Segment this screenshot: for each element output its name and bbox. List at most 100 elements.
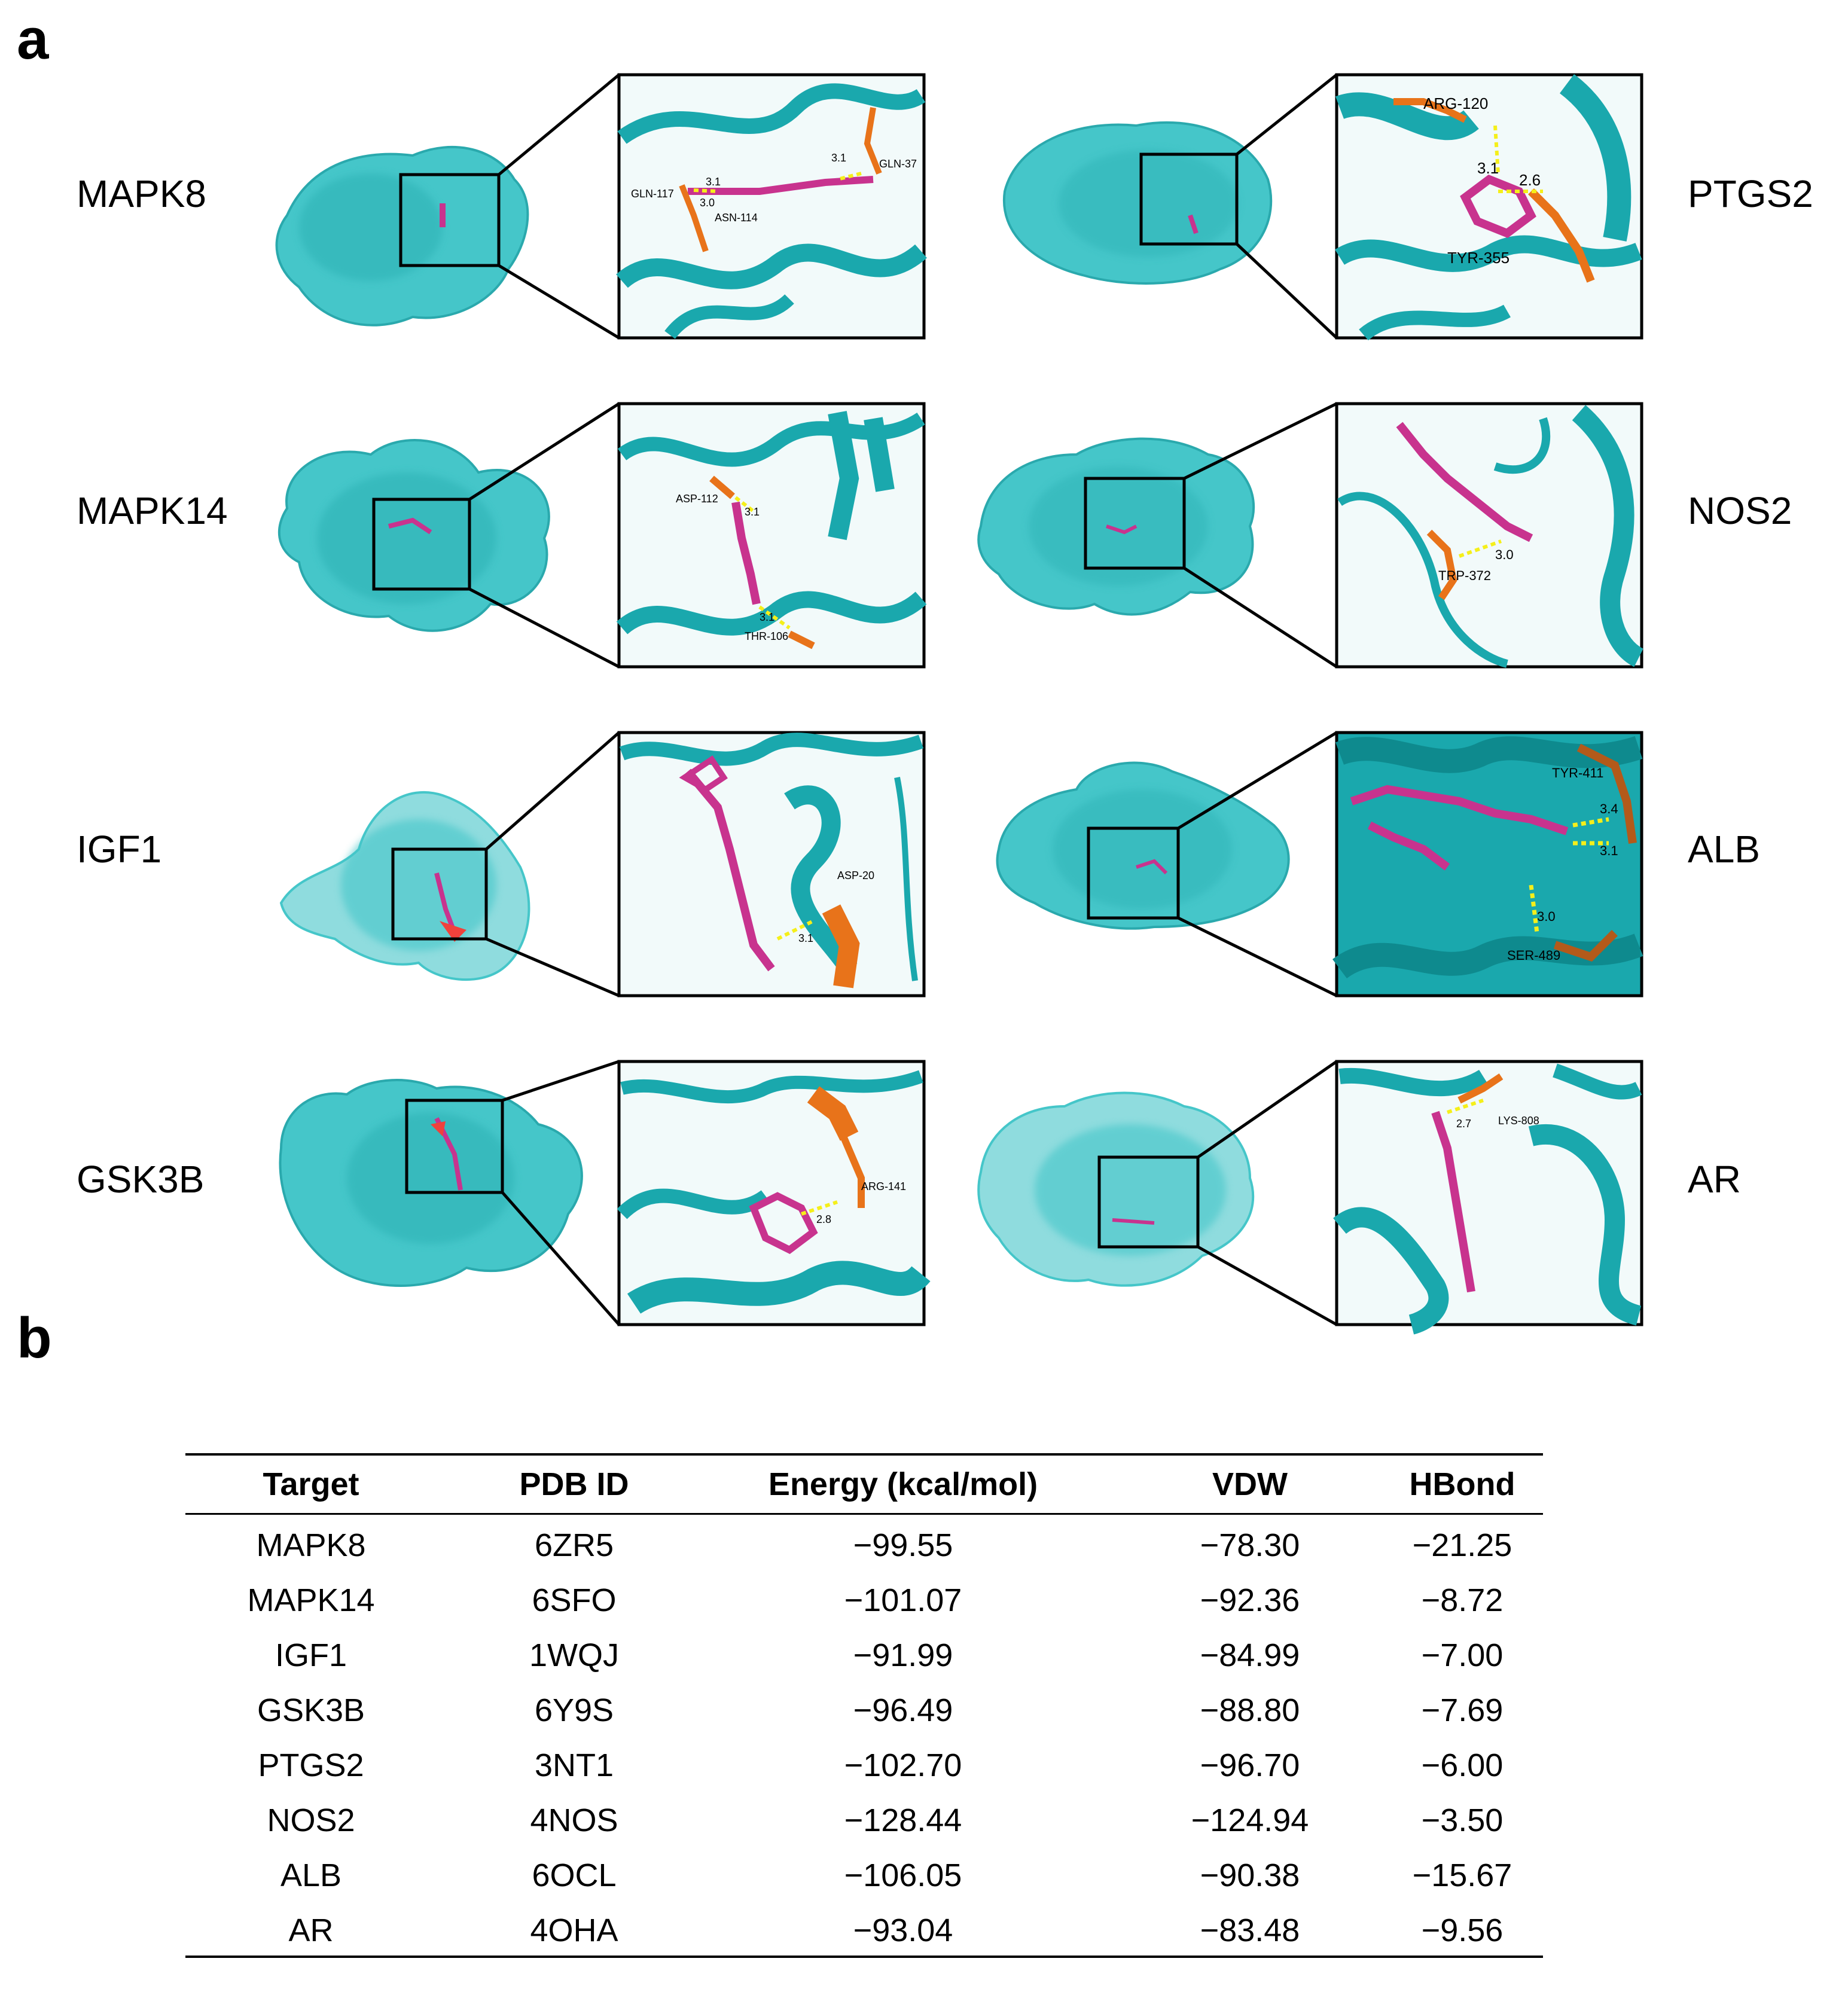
cell-hbond: −3.50 xyxy=(1421,1802,1504,1838)
table-bottom-rule xyxy=(185,1956,1543,1958)
distance-label: 2.8 xyxy=(816,1213,831,1225)
cell-energy: −106.05 xyxy=(844,1857,962,1893)
cell-pdb-id: 4OHA xyxy=(530,1912,618,1948)
residue-label: THR-106 xyxy=(745,630,788,642)
protein-label-nos2: NOS2 xyxy=(1688,489,1792,532)
protein-label-igf1: IGF1 xyxy=(77,828,162,871)
cell-target: IGF1 xyxy=(275,1637,347,1673)
cell-pdb-id: 6Y9S xyxy=(534,1692,614,1728)
header-pdb-id: PDB ID xyxy=(519,1466,629,1502)
cell-energy: −96.49 xyxy=(853,1692,953,1728)
cell-vdw: −96.70 xyxy=(1200,1747,1300,1783)
distance-label: 3.1 xyxy=(1600,843,1618,858)
protein-label-mapk14: MAPK14 xyxy=(77,489,228,532)
distance-label: 3.1 xyxy=(745,506,760,518)
protein-label-alb: ALB xyxy=(1688,828,1760,871)
inset-igf1: ASP-20 3.1 xyxy=(617,731,926,997)
table-row: GSK3B 6Y9S −96.49 −88.80 −7.69 xyxy=(185,1683,1543,1738)
cell-vdw: −84.99 xyxy=(1200,1637,1300,1673)
distance-label: 3.1 xyxy=(706,176,721,188)
cell-energy: −101.07 xyxy=(844,1582,962,1618)
cell-pdb-id: 6ZR5 xyxy=(534,1527,614,1563)
residue-label: GLN-37 xyxy=(879,158,917,170)
distance-label: 2.7 xyxy=(1456,1118,1471,1130)
table-header-row: Target PDB ID Energy (kcal/mol) VDW HBon… xyxy=(185,1457,1543,1512)
residue-label: TYR-355 xyxy=(1447,249,1509,267)
cell-hbond: −21.25 xyxy=(1412,1527,1512,1563)
cell-energy: −99.55 xyxy=(853,1527,953,1563)
header-energy: Energy (kcal/mol) xyxy=(768,1466,1038,1502)
table-row: ALB 6OCL −106.05 −90.38 −15.67 xyxy=(185,1848,1543,1903)
cell-vdw: −83.48 xyxy=(1200,1912,1300,1948)
inset-nos2: TRP-372 3.0 xyxy=(1335,402,1644,669)
residue-label: SER-489 xyxy=(1507,948,1560,963)
distance-label: 2.6 xyxy=(1519,171,1541,189)
residue-label: ARG-141 xyxy=(861,1180,906,1192)
zoom-box-ptgs2 xyxy=(1139,152,1239,246)
inset-mapk14: ASP-112 THR-106 3.1 3.1 xyxy=(616,402,927,669)
cell-vdw: −90.38 xyxy=(1200,1857,1300,1893)
protein-label-ptgs2: PTGS2 xyxy=(1688,172,1813,215)
cell-hbond: −6.00 xyxy=(1421,1747,1504,1783)
header-target: Target xyxy=(263,1466,359,1502)
distance-label: 3.0 xyxy=(1537,909,1556,924)
cell-target: PTGS2 xyxy=(258,1747,364,1783)
panel-b-letter: b xyxy=(17,1306,52,1370)
inset-alb: TYR-411 SER-489 3.4 3.1 3.0 xyxy=(1332,731,1643,997)
distance-label: 3.1 xyxy=(760,611,774,623)
zoom-box-mapk14 xyxy=(372,498,471,591)
distance-label: 3.0 xyxy=(700,197,715,209)
cell-vdw: −78.30 xyxy=(1200,1527,1300,1563)
zoom-box-ar xyxy=(1097,1155,1200,1249)
protein-label-ar: AR xyxy=(1688,1158,1741,1201)
zoom-box-mapk8 xyxy=(399,173,501,267)
residue-label: ASN-114 xyxy=(715,212,758,224)
inset-ar: LYS-808 2.7 xyxy=(1333,1060,1643,1335)
zoom-box-gsk3b xyxy=(405,1099,504,1194)
cell-hbond: −8.72 xyxy=(1421,1582,1504,1618)
cell-pdb-id: 4NOS xyxy=(530,1802,618,1838)
cell-target: GSK3B xyxy=(257,1692,365,1728)
cell-hbond: −15.67 xyxy=(1412,1857,1512,1893)
cell-target: MAPK8 xyxy=(256,1527,366,1563)
cell-energy: −93.04 xyxy=(853,1912,953,1948)
residue-label: ARG-120 xyxy=(1423,94,1488,112)
cell-target: MAPK14 xyxy=(247,1582,375,1618)
zoom-box-alb xyxy=(1087,826,1180,920)
cell-energy: −102.70 xyxy=(844,1747,962,1783)
residue-label: ASP-112 xyxy=(676,493,718,505)
panel-a-letter: a xyxy=(17,7,49,71)
distance-label: 3.4 xyxy=(1600,801,1618,816)
table-row: PTGS2 3NT1 −102.70 −96.70 −6.00 xyxy=(185,1738,1543,1793)
distance-label: 3.1 xyxy=(831,152,846,164)
table-header-rule xyxy=(185,1513,1543,1515)
cell-target: ALB xyxy=(280,1857,342,1893)
distance-label: 3.1 xyxy=(1477,159,1499,177)
table-row: AR 4OHA −93.04 −83.48 −9.56 xyxy=(185,1903,1543,1958)
zoom-box-nos2 xyxy=(1084,477,1186,570)
header-hbond: HBond xyxy=(1409,1466,1515,1502)
cell-vdw: −92.36 xyxy=(1200,1582,1300,1618)
table-row: MAPK14 6SFO −101.07 −92.36 −8.72 xyxy=(185,1573,1543,1628)
cell-energy: −91.99 xyxy=(853,1637,953,1673)
residue-label: LYS-808 xyxy=(1498,1115,1539,1127)
inset-gsk3b: ARG-141 2.8 xyxy=(617,1060,931,1326)
cell-hbond: −7.69 xyxy=(1421,1692,1504,1728)
zoom-box-igf1 xyxy=(391,847,488,941)
cell-energy: −128.44 xyxy=(844,1802,962,1838)
surface-ptgs2 xyxy=(1002,121,1273,285)
cell-target: NOS2 xyxy=(267,1802,355,1838)
cell-hbond: −7.00 xyxy=(1421,1637,1504,1673)
cell-vdw: −124.94 xyxy=(1191,1802,1309,1838)
cell-hbond: −9.56 xyxy=(1421,1912,1504,1948)
cell-pdb-id: 6SFO xyxy=(532,1582,617,1618)
cell-pdb-id: 3NT1 xyxy=(534,1747,614,1783)
protein-label-mapk8: MAPK8 xyxy=(77,172,206,215)
protein-label-gsk3b: GSK3B xyxy=(77,1158,205,1201)
header-vdw: VDW xyxy=(1212,1466,1288,1502)
table-top-rule xyxy=(185,1453,1543,1456)
surface-gsk3b xyxy=(279,1079,583,1287)
residue-label: GLN-117 xyxy=(631,188,674,200)
residue-label: TYR-411 xyxy=(1552,765,1603,780)
table-row: IGF1 1WQJ −91.99 −84.99 −7.00 xyxy=(185,1628,1543,1683)
